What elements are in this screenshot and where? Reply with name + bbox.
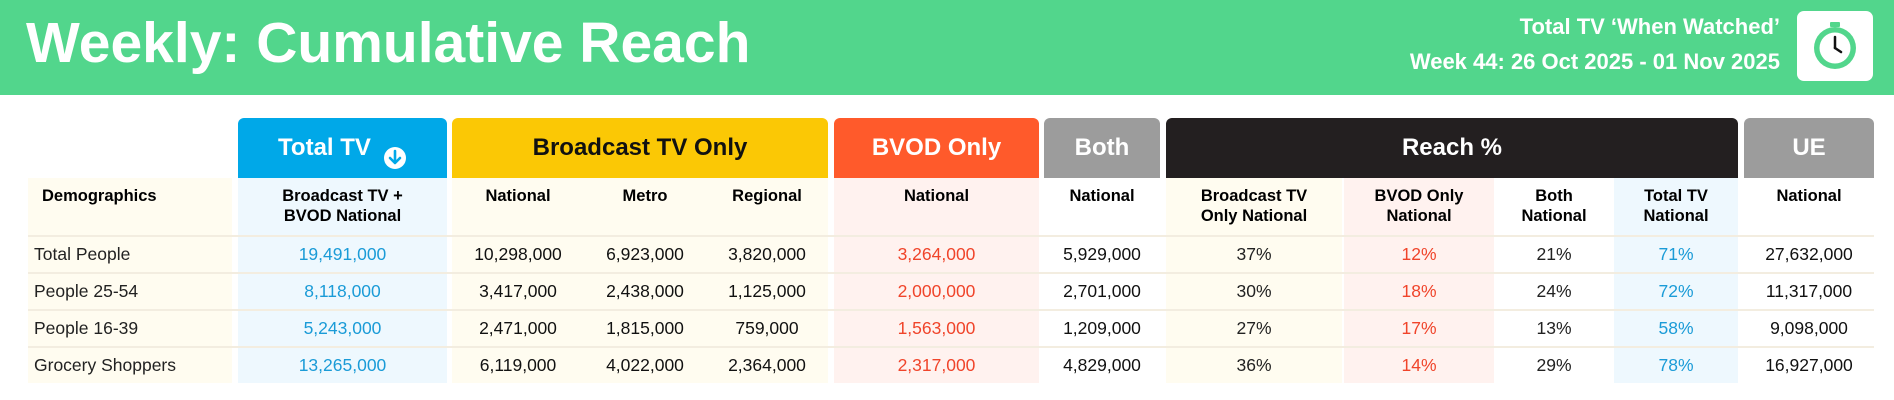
- col-header-reach-both-l2: National: [1521, 207, 1587, 225]
- cell-total-tv: 13,265,000: [298, 355, 387, 375]
- demo-column-bg: [28, 178, 232, 383]
- col-header-demographics: Demographics: [42, 187, 157, 205]
- col-header-reach-both-l1: Both: [1535, 187, 1573, 205]
- group-label-total-tv: Total TV: [278, 134, 371, 161]
- cell-bvod: 2,000,000: [897, 281, 976, 301]
- header-subtitle-source: Total TV ‘When Watched’: [1519, 14, 1780, 39]
- cell-reach-both: 29%: [1536, 355, 1572, 375]
- cell-reach-bc: 30%: [1236, 281, 1272, 301]
- cell-total-tv: 8,118,000: [304, 281, 381, 301]
- cell-reach-bvod: 18%: [1401, 281, 1437, 301]
- cell-reach-both: 24%: [1536, 281, 1572, 301]
- cell-bc-metro: 4,022,000: [606, 355, 684, 375]
- cell-reach-total: 58%: [1658, 318, 1694, 338]
- cell-reach-both: 13%: [1536, 318, 1572, 338]
- group-header-broadcast: Broadcast TV Only: [452, 118, 828, 178]
- col-header-reach-bc-l1: Broadcast TV: [1200, 187, 1308, 205]
- col-header-reach-total-l1: Total TV: [1644, 187, 1708, 205]
- cell-reach-total: 71%: [1658, 244, 1694, 264]
- col-header-bc-metro: Metro: [622, 187, 668, 205]
- page-title: Weekly: Cumulative Reach: [26, 11, 751, 75]
- col-header-reach-bvod-l2: National: [1386, 207, 1452, 225]
- cell-bvod: 1,563,000: [897, 318, 976, 338]
- col-header-total-tv-l1: Broadcast TV +: [282, 187, 403, 205]
- cell-ue: 27,632,000: [1765, 244, 1853, 264]
- row-line: [28, 346, 1874, 348]
- cell-both: 1,209,000: [1063, 318, 1141, 338]
- col-header-total-tv-national: Broadcast TV + BVOD National: [238, 186, 447, 226]
- cell-bc-regional: 3,820,000: [728, 244, 806, 264]
- cell-total-tv: 19,491,000: [298, 244, 387, 264]
- total-tv-column-bg: [238, 178, 447, 383]
- cell-bc-metro: 2,438,000: [606, 281, 684, 301]
- clock-badge: [1797, 11, 1873, 81]
- col-header-reach-bc-l2: Only National: [1200, 207, 1308, 225]
- col-header-reach-total: Total TV National: [1614, 186, 1738, 226]
- cell-bc-national: 6,119,000: [479, 355, 557, 375]
- row-demographic: Grocery Shoppers: [34, 355, 177, 375]
- col-header-total-tv-l2: BVOD National: [283, 207, 402, 225]
- cell-both: 4,829,000: [1063, 355, 1141, 375]
- group-header-bvod: BVOD Only: [834, 118, 1039, 178]
- row-demographic: People 16-39: [34, 318, 139, 338]
- cell-both: 5,929,000: [1063, 244, 1141, 264]
- cell-reach-bc: 37%: [1236, 244, 1272, 264]
- cell-reach-bvod: 17%: [1401, 318, 1437, 338]
- cell-reach-total: 78%: [1658, 355, 1694, 375]
- cell-bc-metro: 6,923,000: [606, 244, 684, 264]
- group-header-reach: Reach %: [1166, 118, 1738, 178]
- cell-total-tv: 5,243,000: [303, 318, 382, 338]
- cell-both: 2,701,000: [1063, 281, 1141, 301]
- cell-reach-bc: 36%: [1236, 355, 1272, 375]
- sort-down-arrow-icon[interactable]: [383, 133, 407, 169]
- col-header-reach-bvod-l1: BVOD Only: [1374, 187, 1464, 205]
- cell-bc-national: 3,417,000: [479, 281, 557, 301]
- cell-reach-both: 21%: [1536, 244, 1572, 264]
- cell-reach-bc: 27%: [1236, 318, 1272, 338]
- cell-reach-bvod: 14%: [1401, 355, 1437, 375]
- cell-bc-national: 10,298,000: [474, 244, 562, 264]
- cell-ue: 9,098,000: [1770, 318, 1848, 338]
- row-demographic: People 25-54: [34, 281, 139, 301]
- col-header-ue-national: National: [1776, 187, 1842, 205]
- reach-bvod-column-bg: [1344, 178, 1494, 383]
- group-header-total-tv[interactable]: Total TV: [238, 118, 447, 178]
- col-header-reach-bvod: BVOD Only National: [1344, 186, 1494, 226]
- row-line: [28, 235, 1874, 237]
- row-line: [28, 272, 1874, 274]
- cell-ue: 11,317,000: [1765, 281, 1853, 301]
- col-header-bc-regional: Regional: [732, 187, 802, 205]
- col-header-reach-bc: Broadcast TV Only National: [1166, 186, 1342, 226]
- both-column-bg: [1044, 178, 1160, 383]
- reach-bc-column-bg: [1166, 178, 1342, 383]
- cell-bvod: 3,264,000: [897, 244, 976, 264]
- bvod-column-bg: [834, 178, 1039, 383]
- col-header-reach-total-l2: National: [1643, 207, 1709, 225]
- cell-bc-metro: 1,815,000: [606, 318, 684, 338]
- col-header-bc-national: National: [485, 187, 551, 205]
- cell-bvod: 2,317,000: [897, 355, 976, 375]
- reach-total-column-bg: [1614, 178, 1738, 383]
- col-header-bvod-national: National: [903, 187, 970, 205]
- group-header-both: Both: [1044, 118, 1160, 178]
- broadcast-column-bg: [452, 178, 828, 383]
- cell-ue: 16,927,000: [1765, 355, 1853, 375]
- group-header-ue: UE: [1744, 118, 1874, 178]
- col-header-reach-both: Both National: [1494, 186, 1614, 226]
- cell-bc-regional: 1,125,000: [728, 281, 806, 301]
- cell-bc-regional: 759,000: [735, 318, 799, 338]
- header-banner: [0, 0, 1894, 95]
- cell-reach-bvod: 12%: [1401, 244, 1437, 264]
- col-header-both-national: National: [1069, 187, 1135, 205]
- clock-icon: [1814, 22, 1856, 69]
- cell-bc-national: 2,471,000: [479, 318, 557, 338]
- row-demographic: Total People: [34, 244, 131, 264]
- cell-reach-total: 72%: [1658, 281, 1694, 301]
- cell-bc-regional: 2,364,000: [728, 355, 806, 375]
- row-line: [28, 309, 1874, 311]
- header-subtitle-week: Week 44: 26 Oct 2025 - 01 Nov 2025: [1409, 49, 1780, 74]
